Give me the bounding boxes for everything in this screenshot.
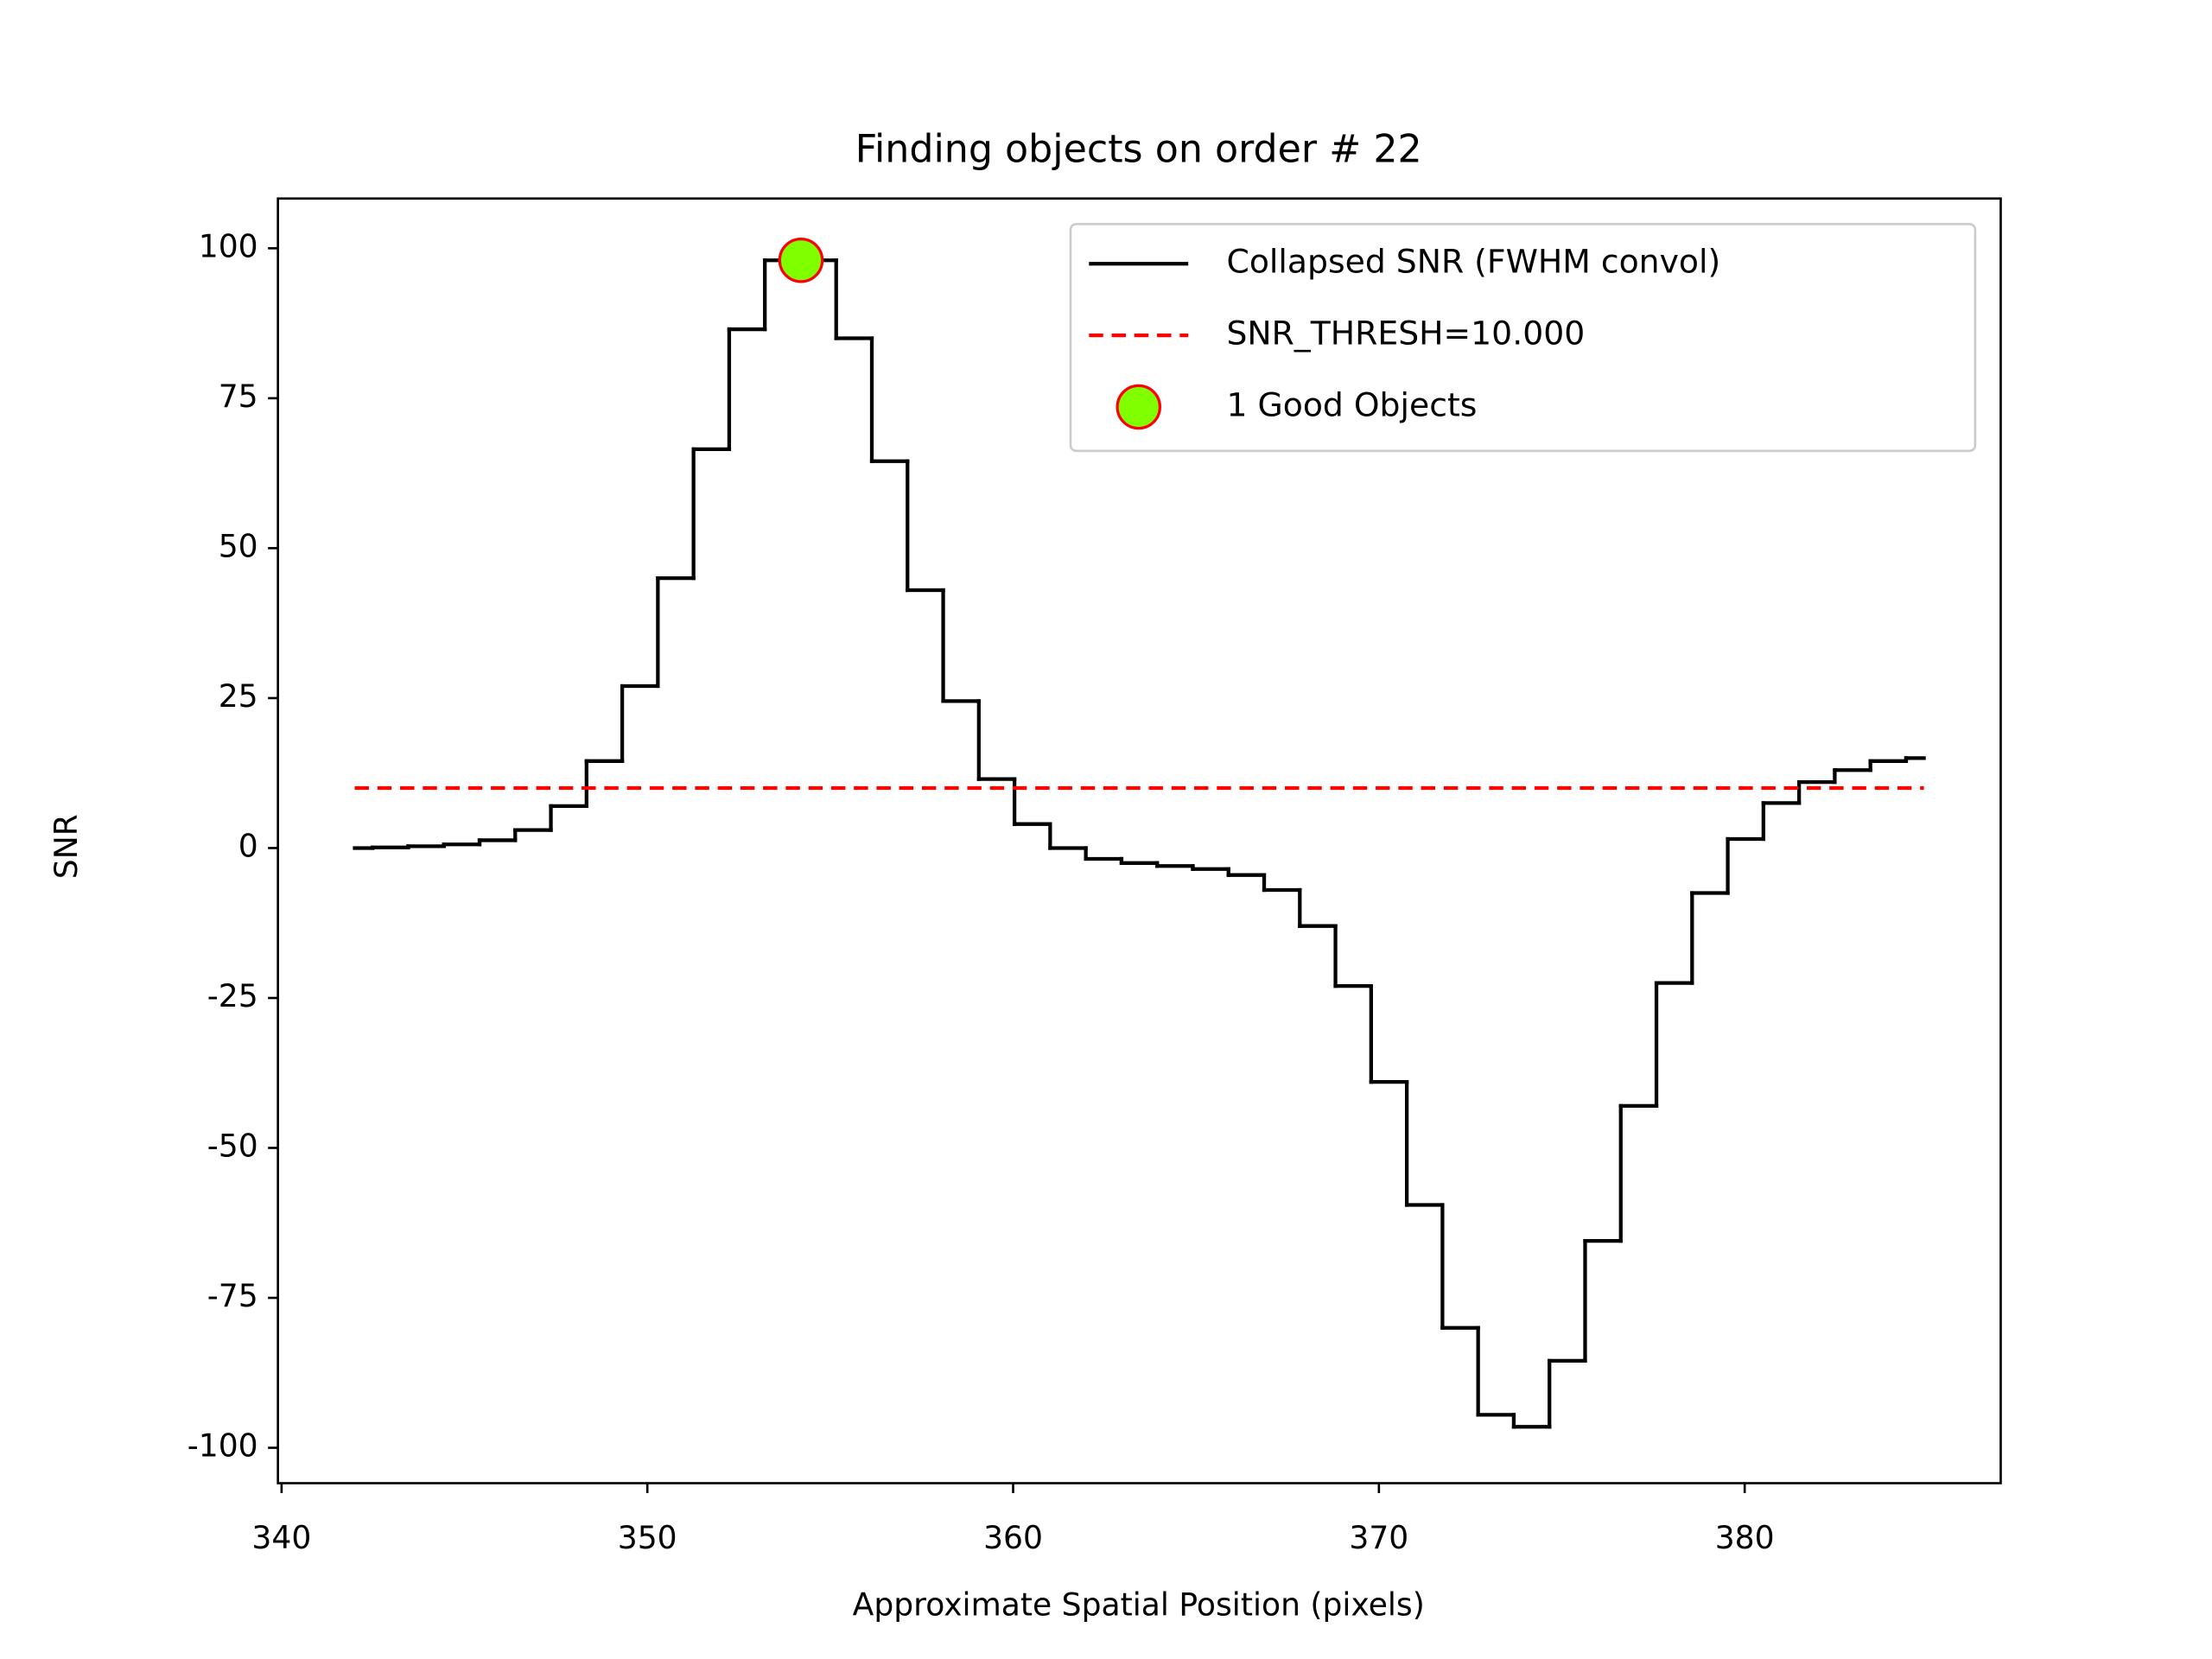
legend-label: SNR_THRESH=10.000: [1226, 315, 1585, 353]
y-tick-label: 75: [219, 378, 258, 415]
axes-frame: [276, 197, 2002, 1484]
y-tick-label: 100: [199, 227, 258, 264]
y-tick-label: 50: [219, 527, 258, 564]
chart-title: Finding objects on order # 22: [855, 128, 1422, 172]
y-axis-label: SNR: [48, 814, 85, 879]
legend-marker: [1116, 384, 1161, 430]
y-tick-label: 25: [219, 677, 258, 715]
x-tick-label: 360: [983, 1519, 1043, 1556]
legend-box: [1069, 222, 1977, 453]
x-tick-label: 380: [1715, 1519, 1775, 1556]
object-marker: [778, 237, 824, 283]
plot: [353, 237, 1926, 1429]
legend-label: 1 Good Objects: [1226, 385, 1477, 423]
y-tick-label: -25: [207, 977, 258, 1014]
x-tick-label: 340: [251, 1519, 311, 1556]
legend: Collapsed SNR (FWHM convol) SNR_THRESH=10…: [1069, 222, 1977, 453]
x-axis-label: Approximate Spatial Position (pixels): [853, 1586, 1425, 1623]
x-tick-label: 350: [618, 1519, 677, 1556]
legend-label: Collapsed SNR (FWHM convol): [1226, 243, 1720, 281]
x-tick-label: 370: [1349, 1519, 1408, 1556]
y-tick-label: -100: [188, 1427, 258, 1465]
y-tick-label: -75: [207, 1277, 258, 1314]
y-tick-label: -50: [207, 1128, 258, 1165]
y-tick-label: 0: [238, 827, 258, 864]
